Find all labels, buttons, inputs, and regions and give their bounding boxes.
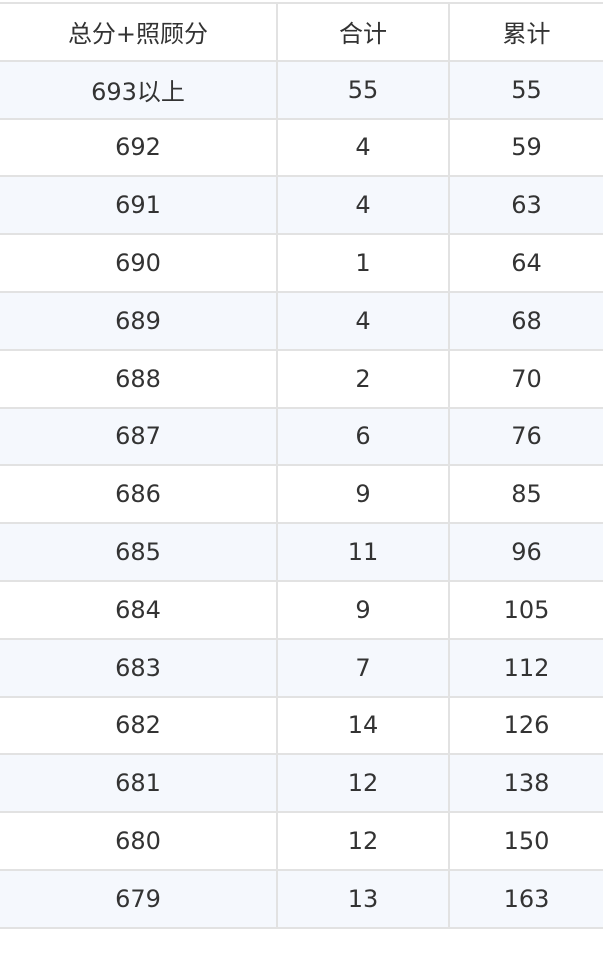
table-row: 679 13 163 [0, 868, 603, 929]
header-score: 总分+照顾分 [0, 2, 278, 62]
cell-score: 681 [0, 753, 278, 814]
cell-score: 683 [0, 637, 278, 698]
cell-count: 14 [276, 695, 450, 756]
cell-cumulative: 105 [448, 579, 603, 640]
cell-score: 690 [0, 233, 278, 293]
cell-count: 1 [276, 233, 450, 293]
cell-count: 2 [276, 348, 450, 409]
table-row: 692 4 59 [0, 117, 603, 178]
cell-cumulative: 138 [448, 753, 603, 814]
table-row: 683 7 112 [0, 637, 603, 698]
table-row: 682 14 126 [0, 695, 603, 756]
cell-score: 686 [0, 464, 278, 525]
cell-score: 679 [0, 868, 278, 929]
table-row: 688 2 70 [0, 348, 603, 409]
table-row: 684 9 105 [0, 579, 603, 640]
cell-count: 9 [276, 579, 450, 640]
table-row: 687 6 76 [0, 406, 603, 467]
cell-cumulative: 85 [448, 464, 603, 525]
cell-count: 7 [276, 637, 450, 698]
cell-cumulative: 112 [448, 637, 603, 698]
cell-count: 6 [276, 406, 450, 467]
cell-cumulative: 68 [448, 290, 603, 351]
cell-count: 13 [276, 868, 450, 929]
header-count: 合计 [276, 2, 450, 62]
cell-count: 9 [276, 464, 450, 525]
cell-cumulative: 76 [448, 406, 603, 467]
table-row: 681 12 138 [0, 753, 603, 814]
cell-cumulative: 55 [448, 59, 603, 120]
cell-cumulative: 163 [448, 868, 603, 929]
cell-count: 12 [276, 811, 450, 871]
table-row: 686 9 85 [0, 464, 603, 525]
cell-cumulative: 64 [448, 233, 603, 293]
cell-count: 12 [276, 753, 450, 814]
cell-score: 687 [0, 406, 278, 467]
cell-cumulative: 70 [448, 348, 603, 409]
cell-cumulative: 126 [448, 695, 603, 756]
cell-count: 55 [276, 59, 450, 120]
table-row: 685 11 96 [0, 522, 603, 582]
cell-score: 680 [0, 811, 278, 871]
cell-count: 11 [276, 522, 450, 582]
table-row: 680 12 150 [0, 811, 603, 871]
header-row: 总分+照顾分 合计 累计 [0, 2, 603, 62]
cell-cumulative: 59 [448, 117, 603, 178]
table-row: 689 4 68 [0, 290, 603, 351]
cell-score: 692 [0, 117, 278, 178]
cell-score: 684 [0, 579, 278, 640]
cell-score: 688 [0, 348, 278, 409]
score-table: 总分+照顾分 合计 累计 693以上 55 55 692 4 59 691 4 63 690 1 64… [0, 2, 603, 929]
cell-score: 689 [0, 290, 278, 351]
cell-cumulative: 150 [448, 811, 603, 871]
header-cumulative: 累计 [448, 2, 603, 62]
cell-score: 691 [0, 175, 278, 236]
cell-count: 4 [276, 175, 450, 236]
cell-score: 693以上 [0, 59, 278, 120]
cell-cumulative: 63 [448, 175, 603, 236]
table-row: 693以上 55 55 [0, 59, 603, 120]
cell-cumulative: 96 [448, 522, 603, 582]
cell-count: 4 [276, 117, 450, 178]
cell-score: 682 [0, 695, 278, 756]
table-row: 691 4 63 [0, 175, 603, 236]
cell-count: 4 [276, 290, 450, 351]
table-row: 690 1 64 [0, 233, 603, 293]
cell-score: 685 [0, 522, 278, 582]
